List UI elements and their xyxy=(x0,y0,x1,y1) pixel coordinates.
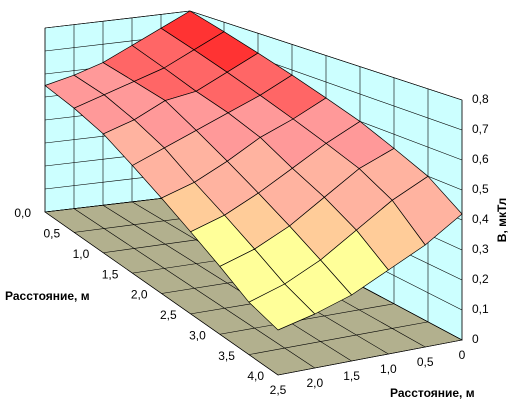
z-tick-label: 0 xyxy=(472,332,479,346)
z-axis-title: B, мкТл xyxy=(495,198,509,242)
y-tick-label: 2,5 xyxy=(270,383,287,397)
x-tick-label: 4,0 xyxy=(247,369,264,383)
z-tick-label: 0,1 xyxy=(472,302,489,316)
x-axis-title: Расстояние, м xyxy=(5,289,90,303)
x-tick-label: 2,0 xyxy=(131,288,148,302)
y-tick-label: 2,0 xyxy=(306,376,323,390)
z-tick-label: 0,3 xyxy=(472,242,489,256)
x-tick-label: 3,0 xyxy=(189,328,206,342)
surface xyxy=(44,10,463,331)
x-tick-label: 2,5 xyxy=(160,308,177,322)
x-tick-label: 3,5 xyxy=(218,349,235,363)
z-tick-label: 0,2 xyxy=(472,272,489,286)
z-tick-label: 0,8 xyxy=(472,92,489,106)
y-axis-title: Расстояние, м xyxy=(390,386,475,400)
grid-line xyxy=(219,303,395,335)
x-tick-label: 0,0 xyxy=(14,206,31,220)
x-tick-label: 1,5 xyxy=(102,267,119,281)
grid-line xyxy=(277,339,463,376)
z-tick-label: 0,4 xyxy=(472,212,489,226)
grid-line xyxy=(248,321,429,355)
x-tick-label: 1,0 xyxy=(73,247,90,261)
grid-line xyxy=(44,10,191,29)
y-tick-label: 0,5 xyxy=(417,355,434,369)
y-tick-label: 1,0 xyxy=(380,362,397,376)
y-tick-label: 1,5 xyxy=(343,369,360,383)
x-tick-label: 0,5 xyxy=(43,227,60,241)
z-tick-label: 0,5 xyxy=(472,182,489,196)
surface-cell xyxy=(248,283,316,331)
y-tick-label: 0 xyxy=(459,348,466,362)
z-tick-label: 0,7 xyxy=(472,122,489,136)
z-tick-label: 0,6 xyxy=(472,152,489,166)
labels: 0 0,1 0,2 0,3 0,4 0,5 0,6 0,7 0,8 0,0 0,5 1,0 1,5 2,0… xyxy=(14,92,489,397)
